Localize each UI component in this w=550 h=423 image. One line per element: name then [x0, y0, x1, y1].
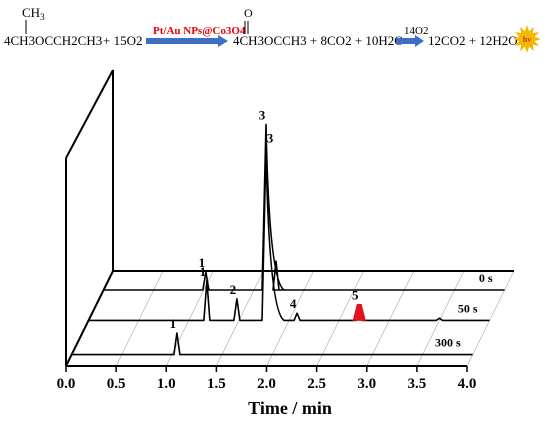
chromatogram-chart: 1 3 0 s 1 2 3 4 5 50 s 1 300 s 0.0 0.5 1.0 1.5 2.0 2.5 3… — [57, 69, 515, 418]
peak-label: 2 — [230, 282, 237, 297]
methyl-group: CH3 — [22, 5, 45, 22]
top-left-edge — [65, 69, 114, 159]
depth-grid — [65, 270, 515, 367]
x-tick-label: 4.0 — [458, 376, 477, 392]
catalyst-label: Pt/Au NPs@Co3O4 — [153, 25, 246, 37]
peak-label: 5 — [352, 288, 359, 303]
trace-line — [103, 123, 505, 291]
x-axis-ticks: 0.0 0.5 1.0 1.5 2.0 2.5 3.0 3.5 4.0 — [57, 366, 477, 392]
peak-label: 1 — [199, 255, 206, 270]
bottom-left-edge — [65, 270, 114, 367]
peak-label: 1 — [200, 264, 207, 279]
grid-line — [366, 270, 415, 367]
x-axis-label: Time / min — [248, 398, 332, 418]
sun-burst — [513, 25, 541, 53]
series-label: 0 s — [479, 271, 493, 285]
peak-label: 3 — [259, 107, 266, 122]
final-products: 12CO2 + 12H2O + — [428, 33, 528, 48]
peak-label: 4 — [290, 296, 297, 311]
trace-line — [88, 146, 490, 322]
grid-line — [316, 270, 364, 367]
series-0s: 1 3 0 s — [103, 107, 505, 291]
chromatogram-traces: 1 3 0 s 1 2 3 4 5 50 s 1 300 s — [71, 107, 505, 356]
carbonyl-oxygen: O — [244, 6, 253, 20]
series-label: 300 s — [435, 336, 461, 350]
second-reagent: 14O2 — [404, 25, 428, 37]
highlight-peak — [352, 304, 366, 321]
intermediate-products: 4CH3OCCH3 + 8CO2 + 10H2O — [233, 33, 404, 48]
x-tick-label: 3.5 — [408, 376, 427, 392]
chart-frame — [65, 69, 514, 367]
light-emission-icon: hv — [513, 25, 541, 53]
reactant-formula: 4CH3OCCH2CH3 — [4, 33, 102, 48]
peak-label: 1 — [170, 316, 177, 331]
reaction-arrow-1 — [146, 35, 228, 47]
x-tick-label: 2.5 — [307, 376, 326, 392]
peak-label: 3 — [267, 131, 274, 146]
series-300s: 1 300 s — [71, 316, 473, 356]
reaction-equation: CH3 4CH3OCCH2CH3 + 15O2 Pt/Au NPs@Co3O4 … — [4, 5, 541, 53]
x-tick-label: 1.5 — [207, 376, 226, 392]
x-tick-label: 0.5 — [107, 376, 126, 392]
series-label: 50 s — [458, 301, 478, 315]
grid-line — [466, 270, 515, 367]
grid-line — [115, 270, 164, 367]
hv-label: hv — [523, 35, 531, 44]
reactant-oxygen: + 15O2 — [103, 33, 142, 48]
x-tick-label: 2.0 — [257, 376, 276, 392]
reaction-arrow-2 — [396, 35, 424, 47]
trace-line — [71, 332, 473, 356]
series-50s: 1 2 3 4 5 50 s — [88, 131, 490, 322]
x-tick-label: 0.0 — [57, 376, 76, 392]
x-tick-label: 3.0 — [357, 376, 376, 392]
grid-line — [266, 270, 314, 367]
x-tick-label: 1.0 — [157, 376, 176, 392]
